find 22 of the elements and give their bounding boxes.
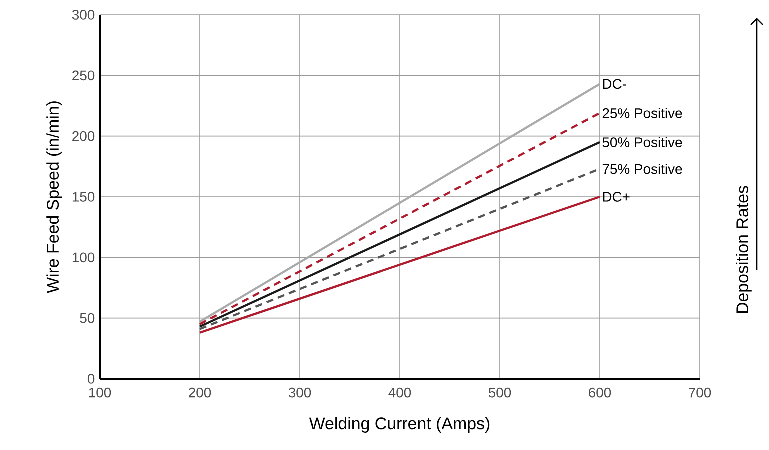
series-label: DC- <box>603 79 626 90</box>
series-label: 25% Positive <box>602 108 682 118</box>
y-tick-label: 250 <box>72 70 95 81</box>
series-label: DC+ <box>603 192 630 202</box>
y-axis-title: Wire Feed Speed (in/min) <box>46 102 62 294</box>
x-tick-label: 200 <box>189 388 212 398</box>
y-tick-label: 200 <box>72 131 95 142</box>
x-tick-label: 700 <box>689 388 712 398</box>
x-tick-label: 400 <box>388 388 412 398</box>
x-tick-label: 100 <box>89 388 112 398</box>
y-tick-label: 0 <box>88 374 95 384</box>
y-tick-label: 150 <box>72 192 95 202</box>
y-tick-label: 300 <box>72 10 95 20</box>
series-label: 50% Positive <box>602 137 682 148</box>
x-tick-label: 300 <box>288 388 312 398</box>
x-tick-label: 500 <box>488 388 512 398</box>
y-tick-label: 100 <box>72 252 95 263</box>
text: Deposition Rates <box>736 186 752 314</box>
series-label: 75% Positive <box>602 164 682 174</box>
x-tick-label: 600 <box>589 388 612 398</box>
y-tick-label: 50 <box>80 313 95 324</box>
x-axis-title: Welding Current (Amps) <box>309 417 490 433</box>
